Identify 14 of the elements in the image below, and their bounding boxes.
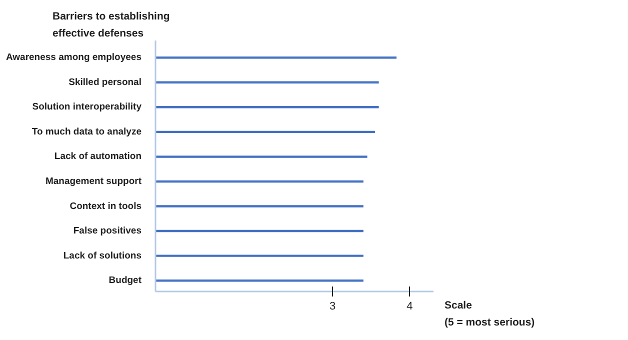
y-tick-label: Budget [108, 275, 142, 286]
y-tick-label: Lack of solutions [63, 250, 142, 262]
y-tick-label: Management support [45, 176, 142, 187]
y-tick-label: Skilled personal [68, 76, 142, 88]
y-tick-label: To much data to analyze [32, 126, 142, 138]
x-tick-label: 4 [406, 300, 413, 312]
y-tick-label: Lack of automation [54, 151, 142, 162]
y-tick-label: Context in tools [70, 200, 142, 212]
y-tick-label: False positives [73, 226, 142, 237]
y-tick-label: Solution interoperability [32, 102, 142, 113]
y-axis-title: Barriers to establishing effective defenses [52, 10, 170, 40]
y-tick-label: Awareness among employees [6, 52, 142, 64]
x-tick-label: 3 [330, 300, 336, 312]
x-axis-title: Scale (5 = most serious) [444, 300, 535, 328]
